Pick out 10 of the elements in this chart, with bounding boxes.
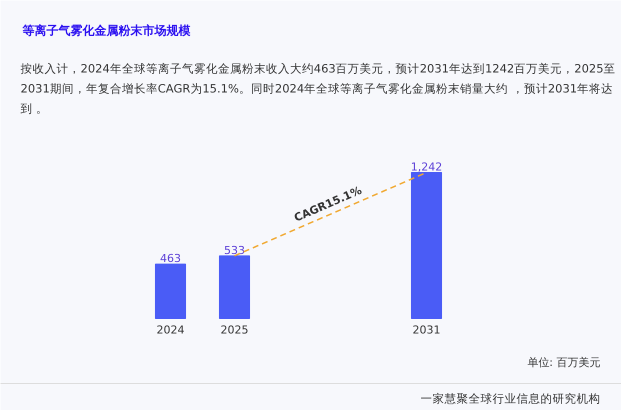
data-label: 1,242 — [410, 160, 442, 174]
data-label: 533 — [224, 244, 245, 257]
data-label: 463 — [160, 252, 181, 266]
chart-subtitle: 按收入计，2024年全球等离子气雾化金属粉末收入大约463百万美元，预计2031年达到1242百万美元，2025至2031期间，年复合增长率CAGR为15.1%。同时2024年全球等离子气雾化金属粉末销量大约 ，预计2031年将达到 。 — [20, 62, 616, 116]
text: 一家慧聚全球行业信息的研究机构 — [420, 392, 600, 406]
chart-title: 等离子气雾化金属粉末市场规模 — [22, 24, 190, 38]
text: 单位: 百万美元 — [527, 356, 600, 369]
x-tick-label: 2025 — [220, 324, 249, 336]
x-tick-label: 2024 — [156, 324, 185, 336]
x-tick-label: 2031 — [412, 324, 441, 336]
